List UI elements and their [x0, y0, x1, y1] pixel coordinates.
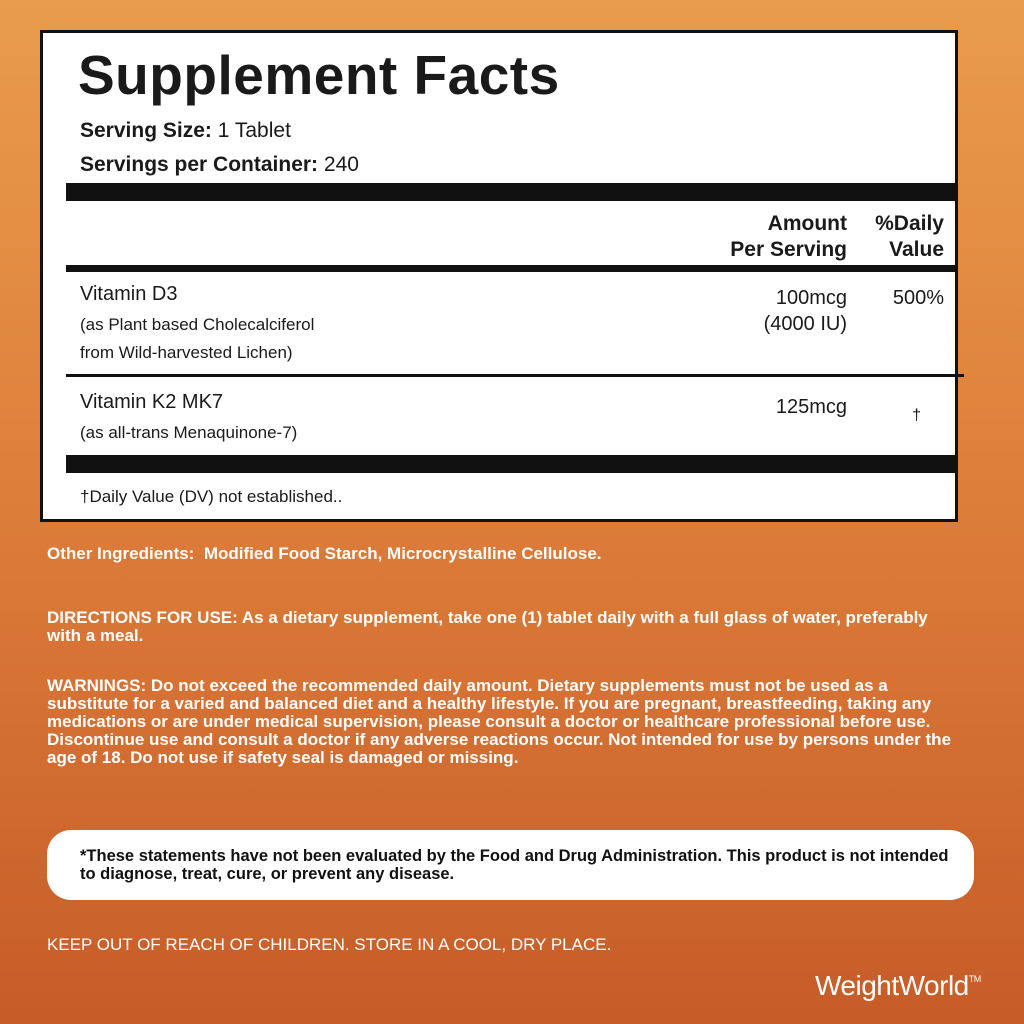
line: (as all-trans Menaquinone-7) [80, 423, 298, 442]
storage: KEEP OUT OF REACH OF CHILDREN. STORE IN … [47, 935, 612, 954]
label: WARNINGS: [47, 676, 147, 695]
line: 100mcg [775, 287, 847, 309]
thick-rule [66, 183, 956, 201]
footnote: †Daily Value (DV) not established.. [80, 487, 343, 506]
servings-label: Servings per Container: [80, 153, 319, 176]
rule [66, 265, 956, 272]
daily-value-header: %Daily Value [875, 211, 944, 263]
other-ingredients: Other Ingredients: Modified Food Starch,… [47, 545, 967, 563]
brand-name: WeightWorld [815, 970, 969, 1001]
servings-value: 240 [323, 153, 359, 176]
line: from Wild-harvested Lichen) [80, 343, 293, 362]
trademark: TM [968, 974, 982, 984]
header-line: Amount [767, 212, 847, 235]
serving-size-value: 1 Tablet [217, 119, 291, 142]
text: Do not exceed the recommended daily amou… [47, 676, 952, 767]
header-line: %Daily [875, 212, 944, 235]
thick-rule [66, 455, 956, 473]
directions: DIRECTIONS FOR USE: As a dietary supplem… [47, 609, 962, 645]
line: (4000 IU) [763, 313, 847, 335]
title: Supplement Facts [78, 44, 560, 106]
brand: WeightWorldTM [815, 970, 981, 1002]
serving-size-label: Serving Size: [80, 119, 212, 142]
amount-header: Amount Per Serving [730, 211, 847, 263]
servings-per-container: Servings per Container: 240 [80, 153, 359, 177]
label: DIRECTIONS FOR USE: [47, 608, 238, 627]
disclaimer-box: *These statements have not been evaluate… [47, 830, 974, 900]
label: Other Ingredients: [47, 544, 195, 563]
text: As a dietary supplement, take one (1) ta… [47, 608, 928, 645]
amount: 100mcg (4000 IU) [764, 285, 847, 337]
disclaimer: *These statements have not been evaluate… [80, 847, 949, 883]
daily-value: 500% [892, 287, 944, 309]
line: (as Plant based Cholecalciferol [80, 315, 315, 334]
serving-size: Serving Size: 1 Tablet [80, 119, 291, 143]
nutrient-description: (as Plant based Cholecalciferol from Wild… [80, 311, 314, 367]
text: Modified Food Starch, Microcrystalline C… [203, 544, 602, 563]
facts-panel: Supplement Facts Serving Size: 1 Tablet … [40, 30, 964, 522]
daily-value: † [912, 407, 921, 424]
nutrient-description: (as all-trans Menaquinone-7) [80, 419, 297, 447]
header-line: Value [889, 238, 944, 261]
nutrient-name: Vitamin D3 [80, 283, 178, 305]
nutrient-name: Vitamin K2 MK7 [80, 391, 224, 413]
rule [66, 374, 964, 377]
amount: 125mcg [776, 394, 847, 420]
warnings: WARNINGS: Do not exceed the recommended … [47, 677, 962, 767]
line: 125mcg [775, 396, 847, 418]
header-line: Per Serving [730, 238, 847, 261]
